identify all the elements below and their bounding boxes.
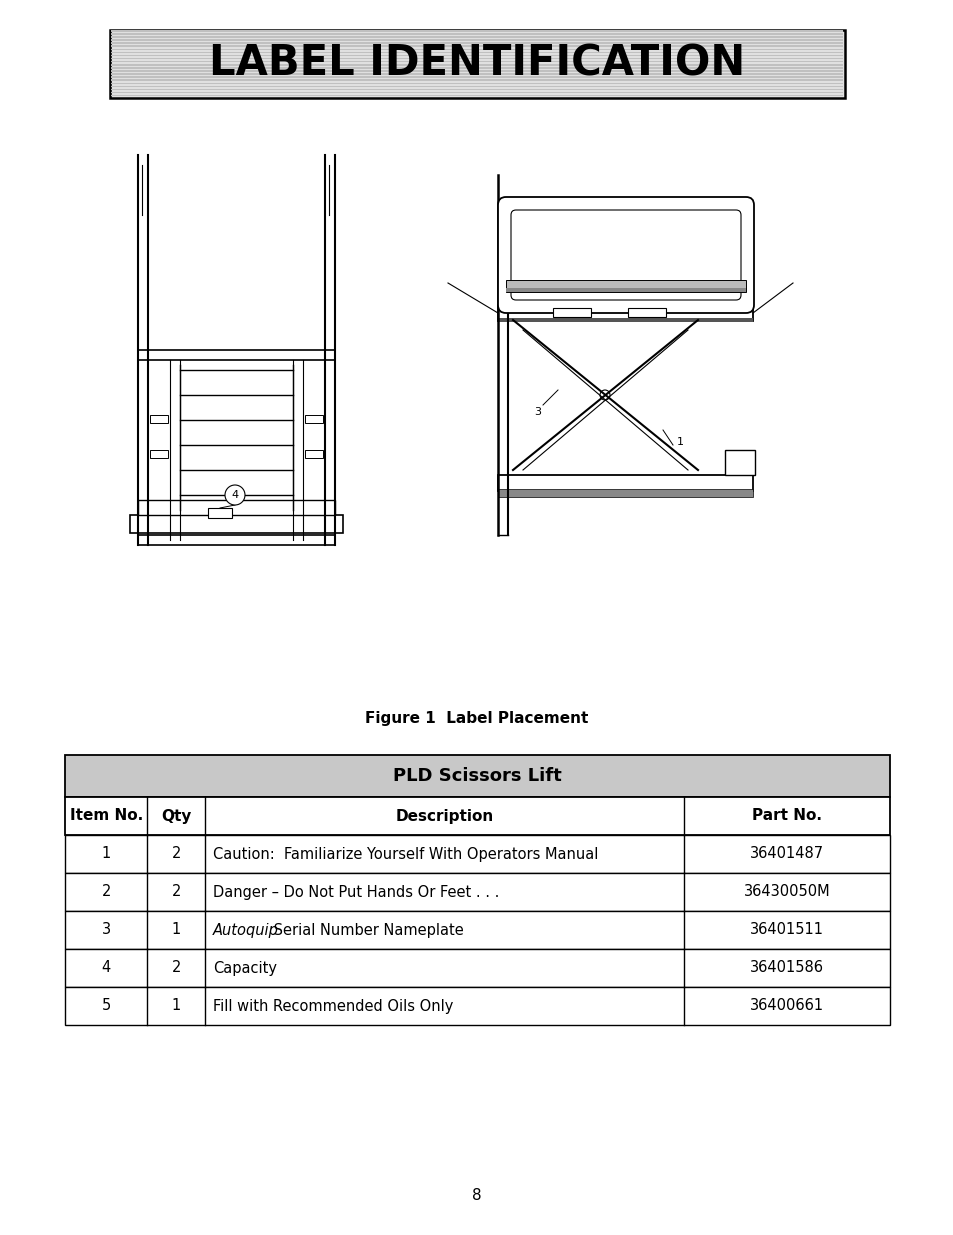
Text: 1: 1 [102, 846, 111, 862]
Bar [65, 948, 889, 987]
Bar [138, 350, 335, 359]
Bar [112, 91, 842, 94]
Bar [112, 54, 842, 57]
Text: 36401586: 36401586 [749, 961, 823, 976]
Bar [112, 46, 842, 47]
Text: 3: 3 [102, 923, 111, 937]
Text: Item No.: Item No. [70, 809, 143, 824]
Bar [112, 73, 842, 75]
Bar [112, 48, 842, 51]
Text: 2: 2 [568, 278, 575, 288]
Bar [505, 288, 745, 291]
Circle shape [225, 485, 245, 505]
Bar [130, 515, 343, 534]
Text: 1: 1 [676, 437, 682, 447]
Bar [112, 58, 842, 59]
Text: Caution:  Familiarize Yourself With Operators Manual: Caution: Familiarize Yourself With Opera… [213, 846, 598, 862]
Text: PLD Scissors Lift: PLD Scissors Lift [393, 767, 561, 785]
Bar [65, 797, 889, 835]
Text: 3: 3 [534, 408, 541, 417]
Bar [497, 489, 752, 496]
Bar [112, 85, 842, 88]
Bar [724, 450, 754, 475]
Text: 8: 8 [472, 1188, 481, 1203]
Bar [65, 755, 889, 797]
Text: 36401511: 36401511 [749, 923, 823, 937]
Bar [112, 95, 842, 96]
Bar [138, 500, 335, 515]
Bar [112, 61, 842, 63]
Bar [112, 40, 842, 41]
Text: Serial Number Nameplate: Serial Number Nameplate [269, 923, 463, 937]
Bar [305, 415, 323, 424]
Bar [112, 83, 842, 84]
Text: Figure 1  Label Placement: Figure 1 Label Placement [365, 710, 588, 725]
Bar [112, 33, 842, 35]
Bar [150, 450, 168, 458]
Bar [112, 42, 842, 44]
Text: 36430050M: 36430050M [742, 884, 829, 899]
Text: 2: 2 [172, 846, 181, 862]
Text: Part No.: Part No. [751, 809, 821, 824]
Bar [208, 508, 232, 517]
Text: 2: 2 [101, 884, 111, 899]
FancyBboxPatch shape [511, 210, 740, 300]
Bar [110, 30, 844, 98]
Bar [65, 911, 889, 948]
Bar [112, 64, 842, 65]
Bar [305, 450, 323, 458]
Text: 2: 2 [172, 884, 181, 899]
Text: 5: 5 [102, 999, 111, 1014]
Text: 36401487: 36401487 [749, 846, 823, 862]
Bar [497, 475, 752, 492]
Bar [65, 835, 889, 873]
Text: 4: 4 [102, 961, 111, 976]
Bar [112, 77, 842, 78]
Text: Qty: Qty [161, 809, 192, 824]
Bar [627, 308, 665, 317]
Text: Description: Description [395, 809, 493, 824]
Bar [497, 305, 752, 321]
Bar [112, 52, 842, 53]
Text: Capacity: Capacity [213, 961, 277, 976]
Bar [150, 415, 168, 424]
Text: Autoquip: Autoquip [213, 923, 279, 937]
Bar [112, 30, 842, 32]
Bar [505, 280, 745, 291]
Bar [112, 79, 842, 82]
Bar [112, 70, 842, 72]
Text: Fill with Recommended Oils Only: Fill with Recommended Oils Only [213, 999, 453, 1014]
Bar [112, 67, 842, 69]
Text: 1: 1 [172, 999, 181, 1014]
Circle shape [599, 390, 609, 400]
Bar [112, 36, 842, 38]
Text: 1: 1 [172, 923, 181, 937]
Bar [497, 317, 752, 322]
Text: 36400661: 36400661 [749, 999, 823, 1014]
Text: LABEL IDENTIFICATION: LABEL IDENTIFICATION [209, 43, 745, 85]
Bar [65, 987, 889, 1025]
Text: 5: 5 [643, 278, 650, 288]
Text: 4: 4 [232, 490, 238, 500]
Bar [112, 89, 842, 90]
FancyBboxPatch shape [497, 198, 753, 312]
Bar [65, 873, 889, 911]
Bar [138, 535, 335, 545]
Bar [553, 308, 590, 317]
Text: 2: 2 [172, 961, 181, 976]
Text: Danger – Do Not Put Hands Or Feet . . .: Danger – Do Not Put Hands Or Feet . . . [213, 884, 499, 899]
